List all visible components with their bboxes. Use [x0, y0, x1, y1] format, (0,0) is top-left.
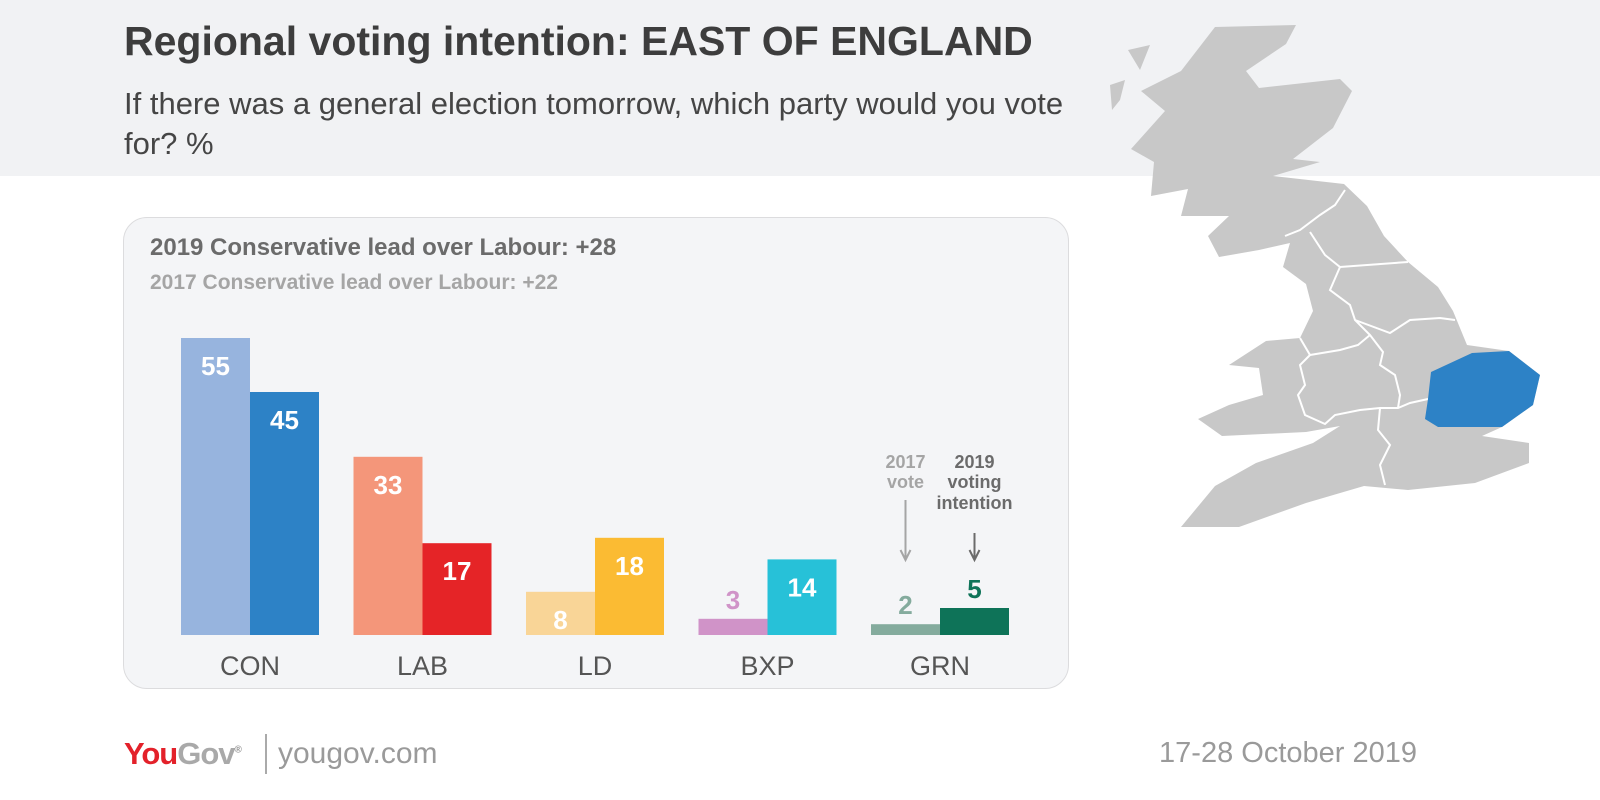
- category-label: LD: [578, 651, 613, 681]
- lead-2017: 2017 Conservative lead over Labour: +22: [150, 271, 558, 294]
- footer-divider: [265, 734, 267, 774]
- arrow-head-icon: [968, 549, 981, 563]
- bar-lab-2019: [422, 543, 492, 635]
- region-borders: [1376, 407, 1392, 486]
- bar-ld-2017: [526, 591, 595, 635]
- bar-con-2019: [250, 392, 319, 635]
- data-label: 2: [898, 590, 912, 620]
- island-shape: [1110, 45, 1150, 110]
- region-borders: [1296, 354, 1429, 426]
- data-label: 3: [726, 585, 740, 615]
- data-label: 33: [374, 470, 403, 500]
- region-borders: [1309, 231, 1409, 269]
- bar-bxp-2019: [767, 559, 837, 635]
- region-borders: [1354, 316, 1456, 335]
- bar-lab-2017: [353, 456, 423, 635]
- footer-url[interactable]: yougov.com: [278, 737, 438, 770]
- region-borders: [1299, 334, 1371, 357]
- logo-gov: Gov: [177, 736, 235, 771]
- data-label: 55: [201, 351, 230, 381]
- category-label: CON: [220, 651, 280, 681]
- category-label: GRN: [910, 651, 970, 681]
- logo-you: You: [124, 736, 178, 771]
- annotation-2019: voting: [948, 472, 1002, 492]
- data-label: 18: [615, 551, 644, 581]
- logo-reg: ®: [234, 744, 242, 756]
- annotation-2017: vote: [887, 472, 924, 492]
- yougov-logo: YouGov®: [124, 736, 242, 772]
- data-label: 8: [553, 605, 567, 635]
- region-borders: [1328, 266, 1402, 409]
- annotation-2019: 2019: [954, 452, 994, 472]
- data-label: 17: [443, 556, 472, 586]
- region-borders: [1284, 189, 1346, 237]
- footer-date: 17-28 October 2019: [1159, 737, 1417, 769]
- page-title: Regional voting intention: EAST OF ENGLA…: [124, 18, 1033, 64]
- bar-grn-2017: [871, 624, 940, 635]
- page-subtitle: If there was a general election tomorrow…: [124, 86, 1064, 161]
- category-label: BXP: [740, 651, 794, 681]
- data-label: 14: [788, 572, 817, 602]
- bar-con-2017: [181, 338, 250, 635]
- bar-bxp-2017: [698, 618, 768, 635]
- arrow-head-icon: [899, 549, 912, 563]
- east-of-england-region: [1425, 351, 1540, 427]
- bar-ld-2019: [595, 537, 664, 635]
- lead-2019: 2019 Conservative lead over Labour: +28: [150, 234, 617, 261]
- annotation-2017: 2017: [885, 452, 925, 472]
- category-label: LAB: [397, 651, 448, 681]
- annotation-2019: intention: [937, 493, 1013, 513]
- bar-grn-2019: [940, 608, 1009, 635]
- data-label: 5: [967, 574, 981, 604]
- data-label: 45: [270, 405, 299, 435]
